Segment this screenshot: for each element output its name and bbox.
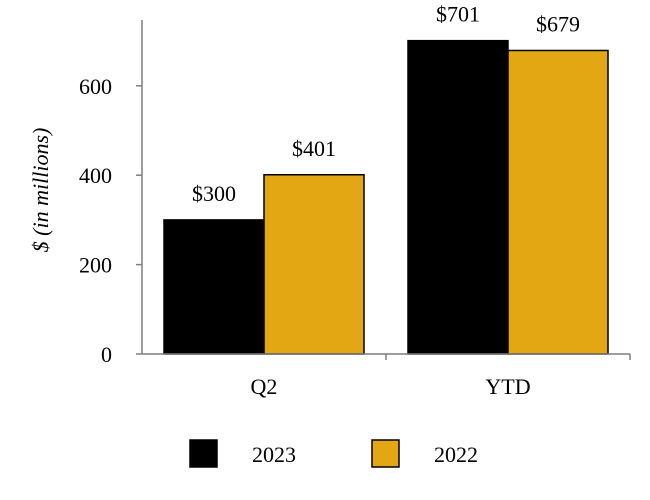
plot-area: $300 $401 $701 $679 0 200 400 600 Q2 YTD — [79, 2, 631, 399]
data-label-q2-2023: $300 — [192, 181, 236, 206]
y-tick-label: 400 — [79, 163, 112, 188]
y-axis-title: $ (in millions) — [28, 128, 53, 253]
legend: 2023 2022 — [189, 439, 478, 468]
data-label-q2-2022: $401 — [292, 136, 336, 161]
bar-q2-2022 — [263, 174, 365, 355]
legend-swatch-2022 — [371, 439, 400, 468]
bars-group — [163, 39, 609, 355]
y-ticks-group: 0 200 400 600 — [79, 74, 142, 367]
bar-q2-2023 — [163, 219, 265, 355]
bar-ytd-2023 — [407, 39, 509, 355]
legend-label-2023: 2023 — [252, 442, 296, 467]
legend-swatch-2023 — [189, 439, 218, 468]
y-tick-label: 200 — [79, 253, 112, 278]
y-tick-label: 0 — [101, 342, 112, 367]
data-labels-group: $300 $401 $701 $679 — [192, 2, 580, 206]
data-label-ytd-2022: $679 — [536, 11, 580, 36]
x-categories-group: Q2 YTD — [251, 354, 631, 399]
legend-label-2022: 2022 — [434, 442, 478, 467]
x-category-label: YTD — [485, 374, 530, 399]
bar-ytd-2022 — [507, 49, 609, 355]
y-tick-label: 600 — [79, 74, 112, 99]
data-label-ytd-2023: $701 — [436, 2, 480, 27]
x-category-label: Q2 — [251, 374, 278, 399]
